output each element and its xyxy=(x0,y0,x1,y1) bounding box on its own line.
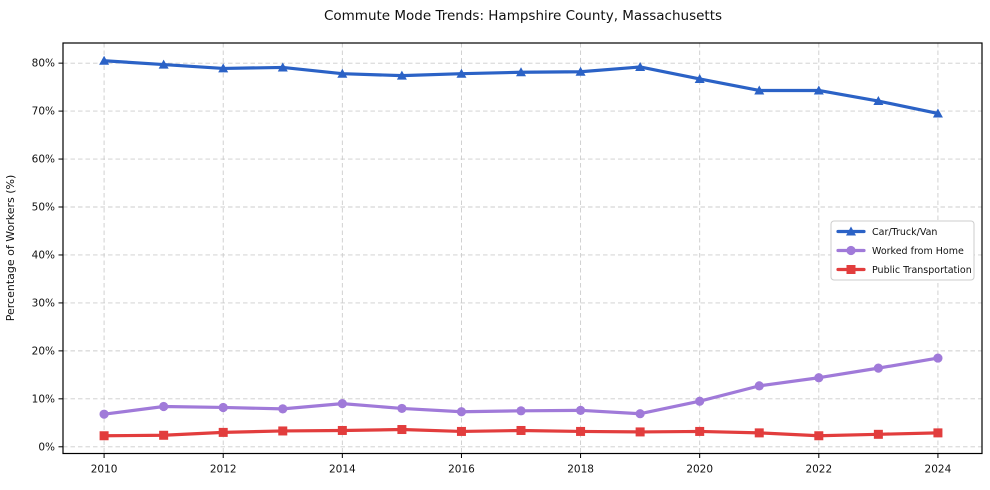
marker-public-transportation xyxy=(754,428,764,438)
chart-title: Commute Mode Trends: Hampshire County, M… xyxy=(324,8,722,24)
marker-worked-from-home xyxy=(397,403,407,414)
marker-worked-from-home xyxy=(516,406,526,416)
y-tick-label: 60% xyxy=(32,154,55,166)
x-tick-label: 2012 xyxy=(210,464,237,476)
y-axis-label: Percentage of Workers (%) xyxy=(4,175,17,322)
legend-swatch-marker xyxy=(846,226,856,236)
series-layer xyxy=(99,55,943,441)
legend-swatch-marker xyxy=(846,265,856,274)
x-tick-label: 2010 xyxy=(91,464,118,476)
y-tick-label: 80% xyxy=(32,58,55,70)
marker-car-truck-van xyxy=(99,55,110,65)
marker-worked-from-home xyxy=(873,363,883,373)
marker-public-transportation xyxy=(814,431,824,441)
marker-car-truck-van xyxy=(635,61,646,71)
marker-car-truck-van xyxy=(873,96,884,106)
marker-worked-from-home xyxy=(278,404,288,414)
tick-layer: 2010 2012 2014 2016 2018 2020 2022 2024 0% 10% 20%… xyxy=(32,58,952,476)
y-tick-label: 40% xyxy=(32,250,55,262)
plot-border xyxy=(62,42,983,455)
marker-car-truck-van xyxy=(516,67,527,77)
y-tick-label: 0% xyxy=(38,441,55,453)
x-tick-label: 2016 xyxy=(448,464,475,476)
legend-label: Car/Truck/Van xyxy=(872,227,937,238)
marker-worked-from-home xyxy=(99,409,109,419)
marker-public-transportation xyxy=(635,427,645,437)
marker-public-transportation xyxy=(397,425,407,435)
marker-public-transportation xyxy=(695,426,705,436)
marker-car-truck-van xyxy=(218,63,229,73)
marker-public-transportation xyxy=(99,431,109,441)
marker-car-truck-van xyxy=(277,62,288,72)
marker-worked-from-home xyxy=(933,353,943,363)
marker-public-transportation xyxy=(576,426,586,436)
x-tick-label: 2014 xyxy=(329,464,356,476)
y-tick-label: 30% xyxy=(32,298,55,310)
legend-swatch-marker xyxy=(846,245,856,256)
marker-worked-from-home xyxy=(218,402,228,413)
legend-item-car-truck-van: Car/Truck/Van xyxy=(836,226,937,238)
marker-public-transportation xyxy=(456,426,466,436)
legend-label: Public Transportation xyxy=(872,265,972,276)
marker-public-transportation xyxy=(933,428,943,438)
marker-worked-from-home xyxy=(635,409,645,419)
marker-public-transportation xyxy=(337,425,347,435)
marker-car-truck-van xyxy=(396,70,407,80)
marker-public-transportation xyxy=(873,429,883,439)
series-line-worked-from-home xyxy=(102,356,940,416)
marker-car-truck-van xyxy=(694,73,705,83)
marker-public-transportation xyxy=(516,425,526,435)
y-tick-label: 70% xyxy=(32,106,55,118)
y-tick-label: 20% xyxy=(32,345,55,357)
marker-worked-from-home xyxy=(575,405,586,415)
marker-worked-from-home xyxy=(159,401,169,412)
x-tick-label: 2018 xyxy=(567,464,594,476)
marker-worked-from-home xyxy=(814,373,824,383)
marker-public-transportation xyxy=(218,427,228,437)
legend: Car/Truck/Van Worked from Home Public Tran… xyxy=(830,220,975,281)
y-tick-label: 10% xyxy=(32,393,55,405)
marker-car-truck-van xyxy=(456,68,467,78)
marker-car-truck-van xyxy=(337,68,348,78)
legend-box xyxy=(830,220,975,281)
x-tick-label: 2020 xyxy=(686,464,713,476)
marker-car-truck-van xyxy=(754,85,765,95)
y-tick-label: 50% xyxy=(32,202,55,214)
marker-car-truck-van xyxy=(813,85,824,95)
legend-item-worked-from-home: Worked from Home xyxy=(836,245,964,257)
legend-label: Worked from Home xyxy=(872,246,964,257)
x-tick-label: 2022 xyxy=(805,464,832,476)
marker-worked-from-home xyxy=(456,407,467,417)
marker-car-truck-van xyxy=(158,59,169,69)
marker-public-transportation xyxy=(159,430,169,440)
marker-worked-from-home xyxy=(754,381,764,391)
marker-worked-from-home xyxy=(337,399,347,409)
legend-item-public-transportation: Public Transportation xyxy=(836,265,972,276)
x-tick-label: 2024 xyxy=(925,464,952,476)
marker-car-truck-van xyxy=(575,66,586,76)
marker-public-transportation xyxy=(278,426,288,436)
marker-car-truck-van xyxy=(932,108,943,118)
marker-worked-from-home xyxy=(695,396,705,406)
